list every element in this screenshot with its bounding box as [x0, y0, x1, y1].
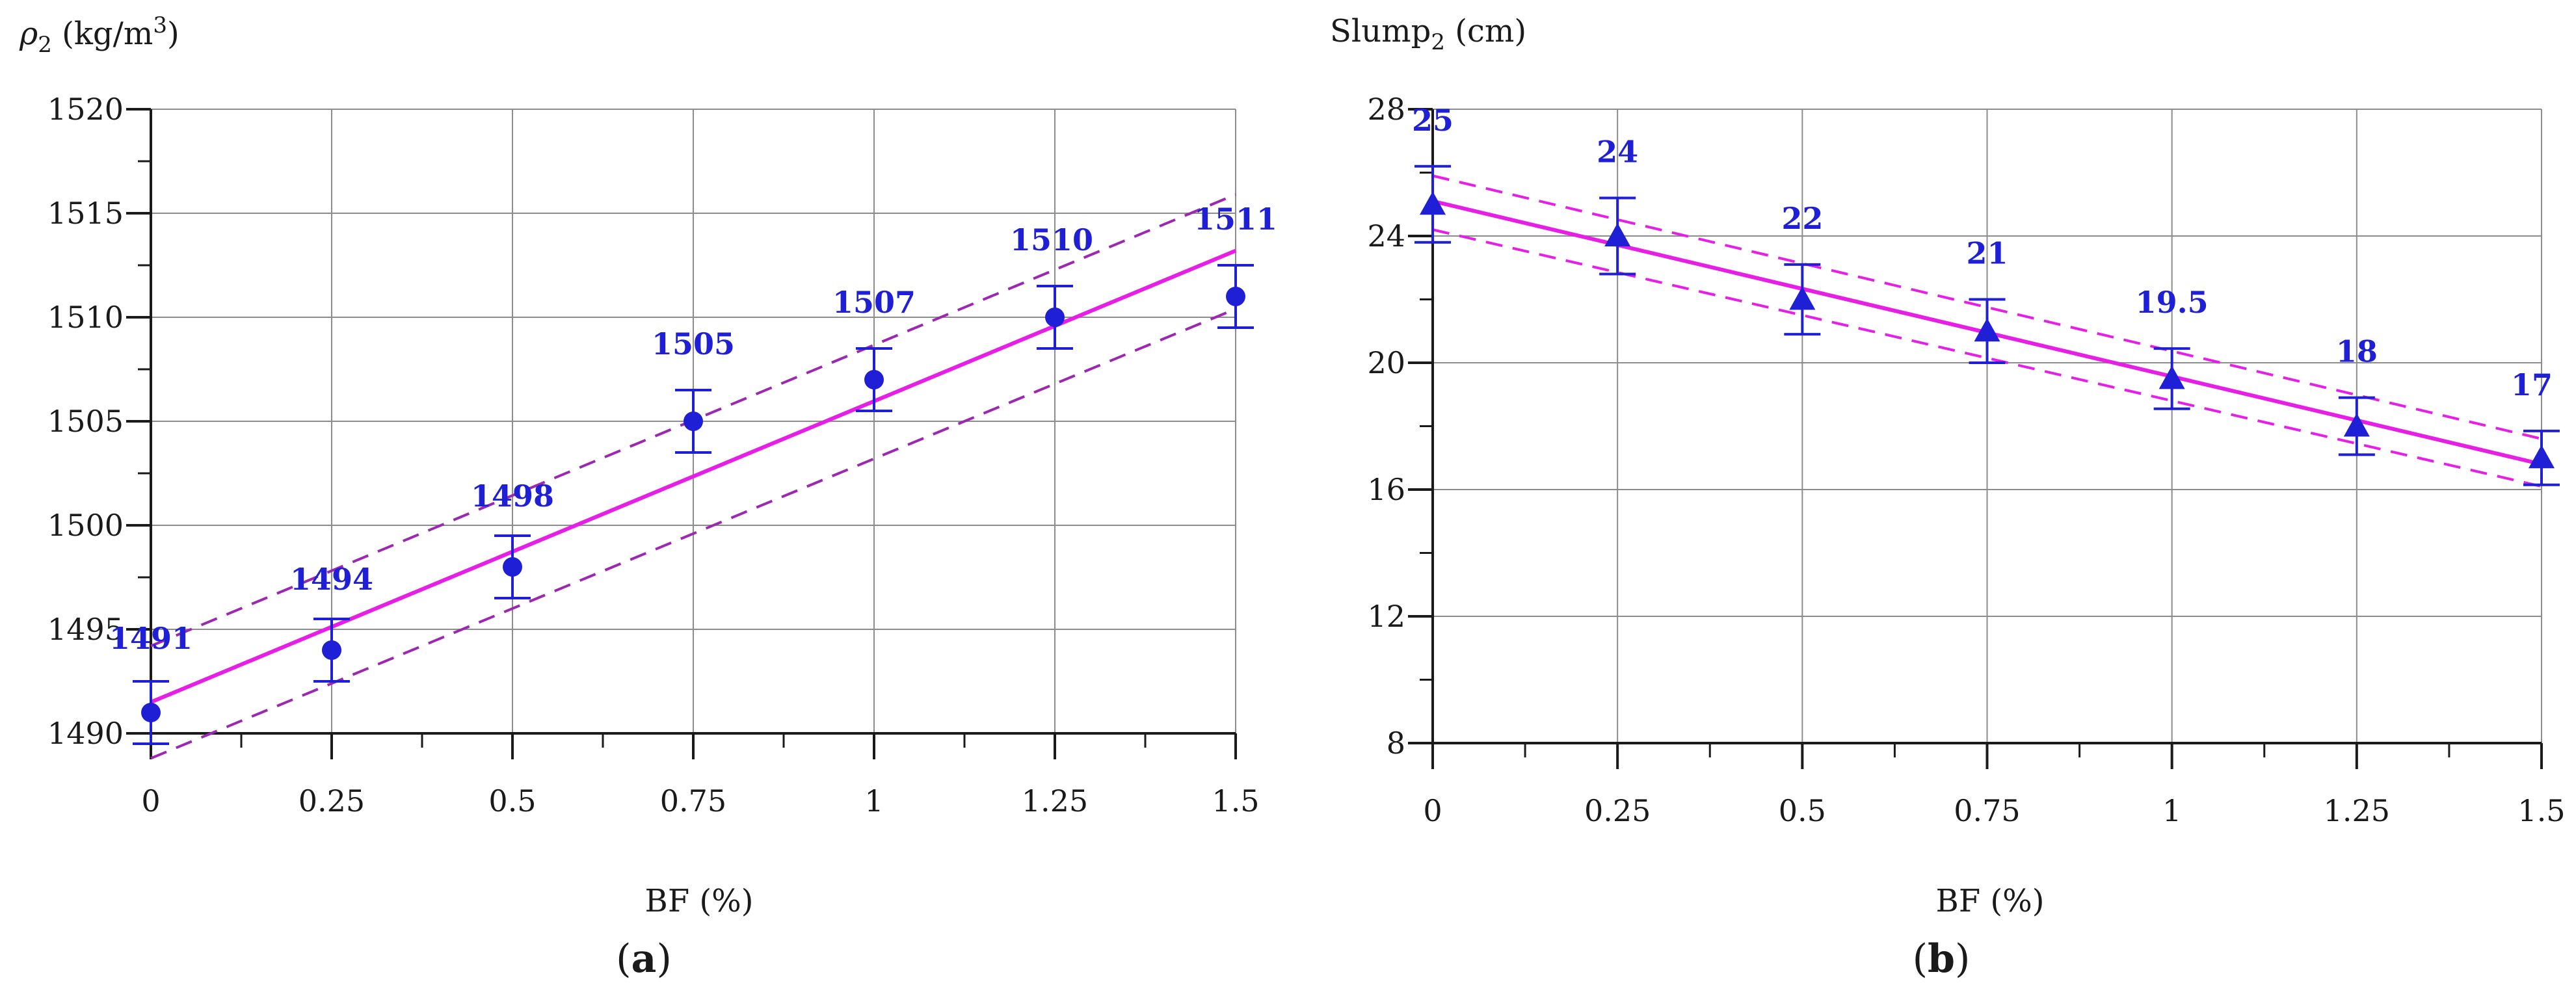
panel-a-chart: ρ2 (kg/m3) BF (%) (a) 0 0.25 0.5 0.75 1 1.25 1… [19, 12, 1277, 982]
panel-a-data-point [864, 370, 884, 389]
panel-a-data-point [141, 703, 161, 722]
panel-b-chart: Slump2 (cm) BF (%) (b) 0 0.25 0.5 0.75 1 1.25… [1330, 13, 2566, 982]
panel-a-y-tick-label: 1500 [47, 508, 124, 543]
panel-a-x-tick-label: 1.25 [1022, 783, 1088, 819]
panel-a-data-label: 1510 [1010, 222, 1093, 257]
panel-b-y-tick-label: 8 [1387, 726, 1405, 761]
panel-a-x-tick-label: 1 [864, 783, 883, 819]
panel-b-y-tick-label: 12 [1367, 599, 1405, 634]
panel-a-data-point [1226, 287, 1245, 306]
panel-a-data-point [684, 412, 703, 431]
panel-a-data-label: 1494 [290, 562, 373, 597]
panel-b-x-tick-label: 1.25 [2324, 793, 2390, 828]
panel-b-x-tick-label: 0 [1423, 793, 1442, 828]
panel-b-data-label: 21 [1966, 236, 2008, 271]
panel-a-data-label: 1505 [652, 326, 735, 361]
panel-a-xlabel: BF (%) [645, 883, 754, 919]
panel-b-x-tick-label: 0.75 [1954, 793, 2020, 828]
panel-b-data-point [2343, 413, 2370, 437]
panel-b-data-point [1789, 286, 1816, 310]
panel-b-y-tick-label: 16 [1367, 472, 1405, 507]
panel-b-data-point [1974, 318, 2000, 342]
panel-b-data-point [2158, 365, 2185, 389]
panel-b-y-tick-label: 24 [1367, 218, 1405, 254]
panel-b-y-tick-label: 20 [1367, 345, 1405, 380]
panel-a-x-tick-label: 0.25 [299, 783, 365, 819]
panel-a-data-label: 1498 [471, 478, 554, 514]
panel-a-data-point [1045, 308, 1065, 327]
panel-b-data-label: 25 [1412, 103, 1454, 138]
panel-b-data-point [1420, 191, 1446, 215]
panel-a-data-label: 1491 [109, 621, 193, 656]
panel-a-y-tick-label: 1515 [47, 196, 124, 231]
panel-a-y-tick-label: 1510 [47, 300, 124, 335]
panel-a-x-tick-label: 1.5 [1212, 783, 1259, 819]
panel-a-x-tick-label: 0.75 [660, 783, 726, 819]
panel-b-data-label: 19.5 [2136, 285, 2209, 320]
panel-a-label: (a) [616, 936, 672, 982]
panel-a-x-tick-label: 0 [141, 783, 160, 819]
panel-b-label: (b) [1913, 936, 1971, 982]
panel-a-ylabel: ρ2 (kg/m3) [19, 12, 179, 58]
panel-b-ylabel: Slump2 (cm) [1330, 13, 1526, 55]
panel-b-data-point [1604, 223, 1631, 246]
panel-a-x-tick-label: 0.5 [488, 783, 536, 819]
panel-a-confidence-lower [150, 308, 1236, 760]
panel-a-y-tick-label: 1505 [47, 404, 124, 439]
panel-b-y-tick-label: 28 [1367, 92, 1405, 127]
panel-b-x-tick-label: 0.25 [1584, 793, 1651, 828]
panel-a-data-point [322, 640, 341, 660]
panel-b-x-tick-label: 1 [2162, 793, 2181, 828]
panel-a-y-tick-label: 1495 [47, 612, 124, 647]
panel-b-data-label: 17 [2511, 367, 2553, 402]
panel-b-data-label: 24 [1597, 135, 1638, 170]
panel-a-y-tick-label: 1490 [47, 716, 124, 751]
panel-b-data-label: 22 [1781, 201, 1823, 236]
panel-a-data-label: 1511 [1194, 202, 1277, 237]
panel-a-data-point [503, 557, 522, 577]
panel-b-data-point [2529, 445, 2555, 469]
panel-b-data-label: 18 [2336, 334, 2378, 369]
panel-b-x-tick-label: 0.5 [1779, 793, 1826, 828]
panel-a-data-label: 1507 [832, 285, 916, 320]
panel-b-x-tick-label: 1.5 [2517, 793, 2565, 828]
panel-a-y-tick-label: 1520 [47, 92, 124, 127]
panel-b-xlabel: BF (%) [1936, 883, 2045, 919]
